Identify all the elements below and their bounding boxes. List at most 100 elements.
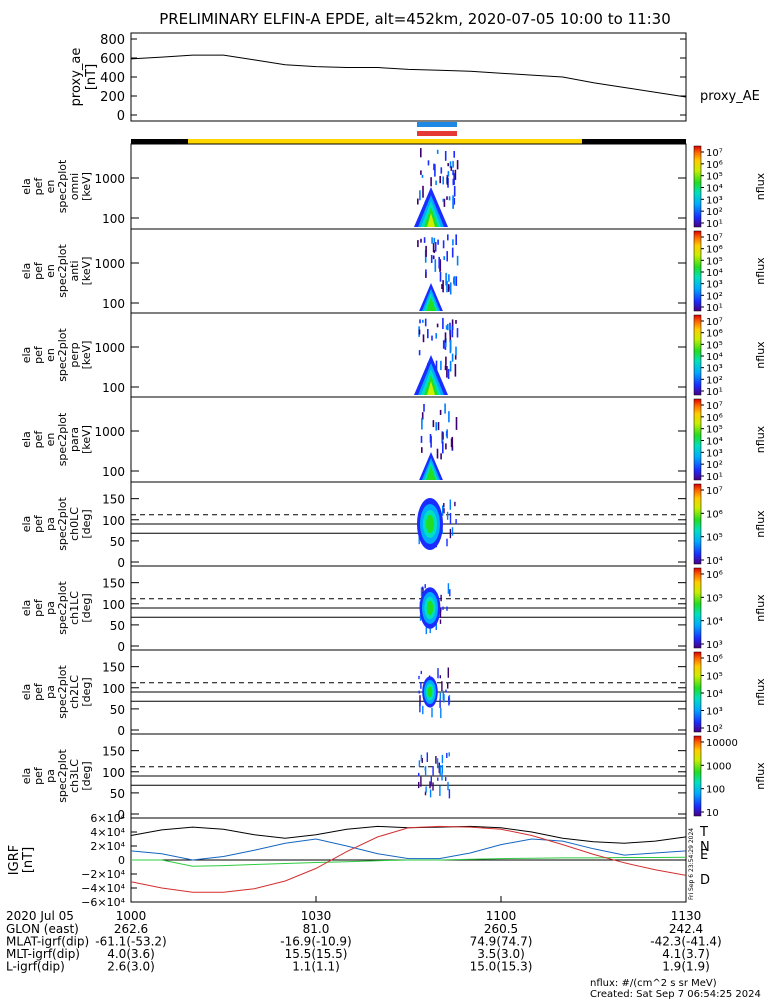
proxy-ae-series-line — [130, 54, 687, 98]
spectrogram-streak — [451, 325, 454, 338]
pitch-angle-streak — [429, 789, 432, 798]
panel-y-label-line: para — [68, 427, 81, 452]
pitch-angle-streak — [446, 538, 448, 547]
igrf-tick-label: −6×10⁴ — [81, 896, 125, 909]
spectrogram-streak — [451, 247, 454, 258]
pitch-angle-streak — [437, 668, 439, 679]
spectrogram-streak — [445, 338, 447, 348]
spectrogram-flux-contour — [427, 381, 435, 395]
x-tick-label: 1030 — [301, 909, 332, 923]
igrf-tick-label: 4×10⁴ — [90, 826, 125, 839]
igrf-legend-D: D — [700, 873, 710, 888]
spectrogram-streak — [445, 356, 447, 366]
spectrogram-streak — [432, 420, 435, 428]
pitch-angle-streak — [422, 587, 424, 594]
spectrogram-streak — [430, 435, 432, 448]
pitch-angle-streak — [419, 702, 421, 713]
pitch-angle-panel: 150 100 50 0 ela pef pa spec2plot ch3LC [deg] 1000… — [20, 733, 767, 822]
pitch-angle-streak — [439, 765, 441, 776]
spectrogram-streak — [434, 259, 437, 272]
spectrogram-streak — [442, 317, 444, 329]
panel-y-label-line: omni — [68, 173, 81, 200]
panel-y-label-line: ela — [20, 768, 33, 785]
spectrogram-streak — [442, 176, 444, 185]
panel-y-label-line: [deg] — [80, 761, 93, 790]
spectrogram-streak — [447, 163, 449, 167]
x-axis-row-value: -16.9(-10.9) — [280, 935, 351, 949]
igrf-series-T — [130, 825, 687, 844]
panel-y-label-line: ela — [20, 516, 33, 533]
spectrogram-streak — [443, 198, 446, 207]
spectrogram-streak — [431, 237, 433, 244]
proxy-ae-y-label: proxy_ae — [69, 48, 84, 107]
panel-tick-label: 150 — [102, 661, 125, 675]
colorbar-tick-label: 10⁷ — [706, 148, 723, 159]
spectrogram-streak — [449, 360, 452, 372]
spectrogram-streak — [445, 325, 448, 330]
state-bar-off-right — [582, 139, 686, 144]
spectrogram-streak — [447, 323, 449, 331]
colorbar-tick-label: 10⁶ — [706, 160, 723, 171]
pitch-angle-streak — [420, 754, 423, 762]
panel-y-label-line: perp — [68, 342, 81, 367]
panel-tick-label: 1000 — [94, 341, 125, 355]
spectrogram-streak — [423, 403, 425, 412]
spectrogram-streak — [446, 280, 448, 293]
pitch-angle-streak — [454, 501, 456, 507]
panel-y-label-line: spec2plot — [56, 749, 69, 803]
colorbar-tick-label: 10⁷ — [706, 233, 723, 244]
panel-y-label-line: ch1LC — [68, 591, 81, 625]
proxy-ae-tick-label: 400 — [100, 71, 125, 86]
colorbar-tick-label: 10² — [706, 291, 723, 302]
x-axis-row-value: 4.0(3.6) — [107, 947, 155, 961]
colorbar-label: nflux — [754, 678, 767, 706]
x-axis-row-value: -61.1(-53.2) — [95, 935, 166, 949]
pitch-angle-streak — [437, 777, 439, 781]
colorbar-tick-label: 10⁶ — [706, 245, 723, 256]
spectrogram-streak — [449, 342, 452, 354]
panel-frame — [130, 312, 687, 398]
colorbar-tick-label: 10⁶ — [706, 413, 723, 424]
pitch-angle-streak — [448, 698, 450, 706]
pitch-angle-streak — [439, 675, 441, 679]
spectrogram-streak — [451, 319, 454, 331]
spectrogram-streak — [433, 163, 435, 171]
igrf-series-N — [130, 838, 687, 861]
spectrogram-streak — [427, 160, 430, 166]
pitch-angle-streak — [424, 766, 427, 777]
pitch-angle-streak — [420, 776, 422, 787]
spectrogram-streak — [421, 412, 424, 420]
x-axis-row-value: 260.5 — [484, 922, 518, 936]
pitch-angle-streak — [445, 777, 447, 781]
colorbar — [693, 483, 702, 565]
spectrogram-streak — [453, 277, 455, 284]
spectrogram-streak — [430, 177, 432, 187]
pitch-angle-streak — [432, 782, 434, 791]
pitch-angle-streak — [420, 682, 422, 689]
colorbar-tick-label: 10² — [706, 375, 723, 386]
pitch-angle-streak — [448, 789, 451, 799]
spectrogram-streak — [444, 365, 447, 371]
spectrogram-streak — [439, 272, 442, 282]
spectrogram-streak — [456, 328, 459, 338]
state-bars — [131, 122, 686, 144]
panel-y-label-line: [keV] — [80, 172, 93, 201]
pitch-angle-streak — [441, 772, 443, 781]
x-tick-label: 1000 — [116, 909, 147, 923]
spectrogram-streak — [422, 185, 424, 198]
pitch-angle-streak — [446, 606, 448, 611]
panel-frame — [130, 396, 687, 483]
spectrogram-streak — [444, 332, 447, 343]
colorbar-tick-label: 10⁶ — [706, 329, 723, 340]
colorbar-tick-label: 10¹ — [706, 472, 723, 483]
spectrogram-streak — [432, 255, 435, 260]
panel-y-label-line: ela — [20, 347, 33, 364]
panel-tick-label: 50 — [110, 535, 125, 549]
x-axis-row-value: 262.6 — [114, 922, 148, 936]
pitch-angle-streak — [449, 513, 452, 524]
proxy-ae-tick-label: 200 — [100, 90, 125, 105]
spectrogram-streak — [437, 239, 439, 245]
pitch-angle-streak — [448, 752, 450, 757]
colorbar-tick-label: 10⁴ — [706, 689, 723, 700]
